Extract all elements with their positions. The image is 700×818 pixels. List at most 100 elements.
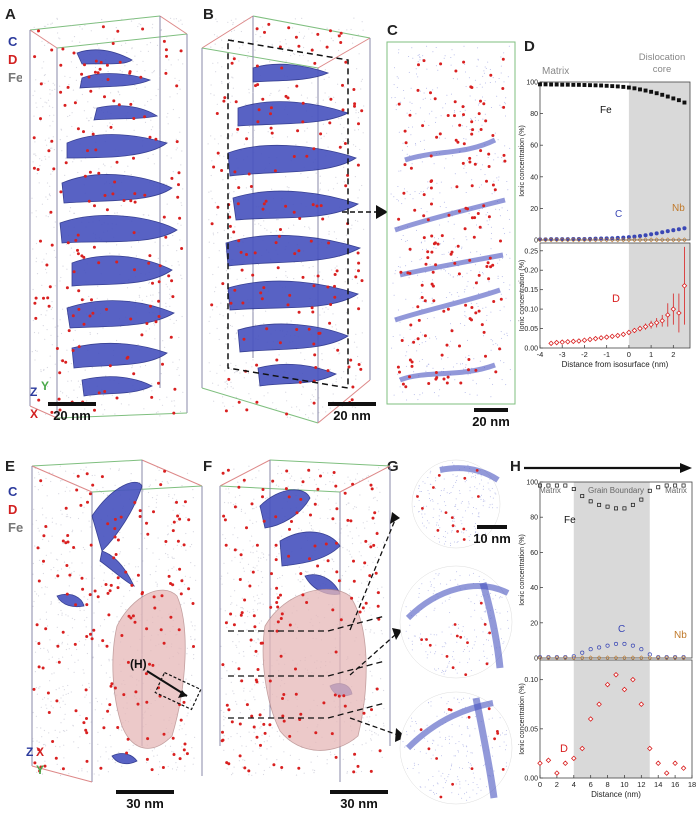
fe-atom bbox=[368, 586, 370, 588]
fe-atom bbox=[40, 727, 42, 729]
plot-frame bbox=[539, 242, 691, 349]
nb-point bbox=[554, 237, 560, 243]
deuterium-atom bbox=[243, 598, 247, 602]
carbon-atom bbox=[505, 115, 506, 117]
fe-atom bbox=[121, 729, 123, 731]
carbon-atom bbox=[395, 104, 397, 106]
x-tick-label: 14 bbox=[654, 780, 662, 789]
carbon-atom bbox=[478, 102, 480, 104]
fe-atom bbox=[288, 472, 290, 475]
carbon-atom bbox=[483, 595, 485, 597]
fe-atom bbox=[67, 515, 69, 518]
carbon-atom bbox=[498, 78, 500, 79]
fe-atom bbox=[63, 718, 65, 720]
deuterium-atom bbox=[115, 396, 119, 400]
deuterium-atom bbox=[343, 491, 347, 495]
fe-atom bbox=[159, 55, 161, 57]
deuterium-atom bbox=[276, 266, 280, 270]
carbon-atom bbox=[500, 628, 502, 630]
deuterium-atom bbox=[89, 89, 93, 93]
fe-atom bbox=[256, 30, 258, 32]
deuterium-atom bbox=[66, 534, 70, 537]
fe-atom bbox=[50, 147, 52, 149]
fe-atom bbox=[329, 751, 331, 753]
fe-atom bbox=[208, 191, 210, 193]
carbon-atom bbox=[444, 778, 446, 780]
fe-atom bbox=[360, 361, 362, 363]
fe-atom bbox=[354, 407, 356, 409]
fe-atom bbox=[146, 295, 148, 297]
carbon-atom bbox=[499, 215, 501, 217]
carbon-atom bbox=[398, 200, 399, 202]
deuterium-atom bbox=[162, 732, 166, 736]
fe-atom bbox=[80, 160, 82, 162]
carbon-atom bbox=[420, 208, 422, 209]
deuterium-atom bbox=[77, 289, 81, 293]
fe-atom bbox=[96, 297, 98, 299]
carbon-atom bbox=[487, 157, 489, 158]
carbon-atom bbox=[474, 486, 476, 488]
fe-atom bbox=[221, 82, 223, 84]
fe-atom bbox=[78, 770, 80, 772]
carbon-atom bbox=[464, 324, 466, 326]
carbon-atom bbox=[464, 64, 466, 65]
fe-atom bbox=[124, 65, 126, 67]
fe-atom bbox=[253, 596, 255, 598]
fe-atom bbox=[247, 616, 249, 618]
fe-point bbox=[614, 506, 618, 511]
deuterium-atom bbox=[82, 322, 86, 326]
carbon-atom bbox=[482, 488, 484, 490]
carbon-atom bbox=[458, 295, 460, 297]
fe-atom bbox=[73, 212, 75, 214]
fe-atom bbox=[221, 39, 223, 41]
carbon-atom bbox=[477, 104, 479, 106]
carbon-atom bbox=[508, 218, 510, 220]
fe-atom bbox=[151, 750, 153, 752]
carbon-atom bbox=[452, 651, 454, 653]
fe-atom bbox=[250, 551, 252, 553]
fe-atom bbox=[354, 176, 356, 178]
fe-atom bbox=[249, 690, 251, 692]
y-tick-label: 0.25 bbox=[524, 248, 538, 255]
fe-atom bbox=[147, 491, 150, 494]
carbon-atom bbox=[453, 541, 455, 543]
fe-atom bbox=[262, 603, 264, 605]
d-point bbox=[587, 716, 594, 722]
fe-atom bbox=[72, 339, 75, 341]
fe-atom bbox=[64, 490, 66, 492]
fe-atom bbox=[340, 528, 343, 530]
deuterium-atom bbox=[252, 725, 256, 729]
deuterium-atom bbox=[274, 241, 278, 245]
fe-atom bbox=[32, 711, 34, 714]
fe-atom bbox=[50, 601, 52, 603]
fe-atom bbox=[152, 294, 154, 296]
fe-atom bbox=[53, 566, 55, 569]
fe-atom bbox=[348, 588, 350, 590]
fe-atom bbox=[74, 329, 76, 332]
fe-atom bbox=[214, 202, 216, 204]
fe-atom bbox=[346, 524, 348, 526]
fe-atom bbox=[67, 115, 69, 118]
deuterium-atom bbox=[282, 693, 286, 696]
fe-atom bbox=[295, 573, 297, 575]
carbon-atom bbox=[445, 158, 447, 160]
fe-atom bbox=[210, 84, 212, 86]
deuterium-atom bbox=[357, 261, 361, 265]
fe-atom bbox=[105, 672, 107, 674]
fe-atom bbox=[186, 647, 188, 649]
fe-atom bbox=[93, 773, 95, 775]
fe-atom bbox=[36, 771, 38, 773]
carbon-atom bbox=[474, 641, 476, 643]
carbon-atom bbox=[415, 143, 416, 144]
panel-g-carbon-cloud bbox=[402, 462, 509, 801]
carbon-atom bbox=[483, 656, 485, 657]
carbon-atom bbox=[420, 491, 422, 492]
deuterium-atom bbox=[447, 708, 451, 711]
deuterium-atom bbox=[85, 472, 89, 476]
fe-atom bbox=[56, 763, 58, 765]
carbon-atom bbox=[504, 103, 506, 105]
fe-atom bbox=[253, 508, 255, 510]
fe-atom bbox=[340, 578, 342, 580]
fe-atom bbox=[166, 396, 168, 398]
fe-atom bbox=[254, 223, 256, 225]
